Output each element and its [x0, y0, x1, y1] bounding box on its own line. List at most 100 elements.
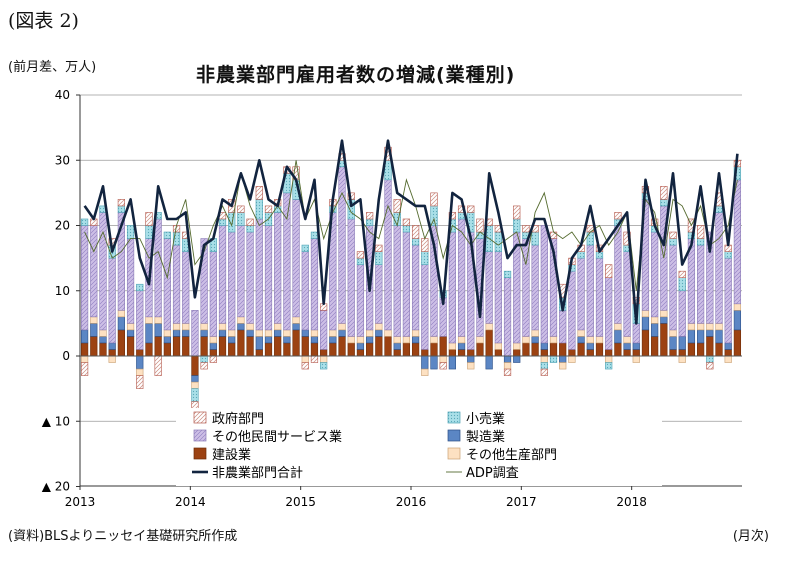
bar-other-goods	[126, 323, 135, 331]
bar-construction	[448, 349, 456, 357]
bar-manufacturing	[237, 323, 245, 331]
y-tick-label: 40	[55, 88, 70, 102]
bar-other-private-services	[356, 264, 365, 337]
bar-retail	[163, 231, 171, 239]
bar-construction	[549, 342, 558, 357]
bar-other-private-services	[246, 231, 254, 324]
bar-other-goods	[154, 316, 162, 324]
bar-other-goods	[172, 323, 181, 331]
bar-construction	[154, 336, 162, 357]
bar-construction	[531, 342, 539, 357]
bar-retail	[430, 205, 438, 226]
bar-construction	[402, 342, 411, 357]
legend-item-other-private-services: その他民間サービス業	[193, 429, 342, 445]
bar-government	[393, 199, 401, 213]
bar-manufacturing	[411, 336, 420, 344]
bar-manufacturing	[191, 375, 199, 383]
bar-other-private-services	[255, 218, 263, 331]
bar-manufacturing	[255, 336, 263, 350]
bar-other-private-services	[80, 225, 89, 331]
bar-manufacturing	[485, 355, 493, 370]
bar-construction	[292, 329, 300, 357]
bar-other-goods	[715, 323, 723, 331]
bar-manufacturing	[651, 323, 659, 337]
bar-government	[706, 362, 714, 370]
bar-construction	[218, 336, 227, 357]
bar-government	[513, 205, 521, 220]
bar-construction	[476, 342, 484, 357]
bar-other-goods	[687, 323, 696, 331]
y-tick-label: ▲ 10	[42, 414, 70, 428]
bar-manufacturing	[678, 336, 686, 350]
bar-construction	[439, 336, 447, 357]
bar-manufacturing	[209, 342, 217, 350]
bar-other-goods	[292, 316, 300, 324]
bar-retail	[80, 218, 89, 226]
bar-other-private-services	[310, 238, 319, 331]
bar-construction	[467, 349, 475, 357]
bar-construction	[632, 349, 640, 357]
bar-other-goods	[356, 336, 365, 344]
bar-other-private-services	[586, 244, 594, 337]
bar-retail	[421, 251, 429, 265]
bar-other-goods	[503, 362, 512, 370]
bar-manufacturing	[687, 329, 696, 344]
bar-retail	[706, 355, 714, 363]
legend-swatch	[447, 429, 461, 442]
bar-other-private-services	[126, 238, 135, 324]
x-tick-label: 2015	[285, 495, 316, 509]
bar-other-private-services	[623, 251, 631, 337]
bar-retail	[577, 251, 585, 259]
bar-other-private-services	[485, 251, 493, 324]
bar-retail	[494, 231, 502, 252]
bar-other-goods	[320, 355, 328, 363]
bar-government	[439, 362, 447, 370]
legend-swatch	[193, 447, 207, 460]
bar-government	[697, 225, 705, 239]
bar-other-goods	[531, 329, 539, 337]
bar-retail	[678, 277, 686, 292]
legend-label: その他生産部門	[466, 447, 557, 463]
bar-government	[136, 375, 144, 389]
bar-manufacturing	[421, 355, 429, 370]
bar-other-goods	[669, 329, 677, 337]
bar-retail	[605, 362, 613, 370]
bar-other-goods	[623, 336, 631, 344]
bar-construction	[338, 336, 346, 357]
bar-other-private-services	[274, 212, 282, 324]
bar-manufacturing	[531, 336, 539, 344]
bar-other-private-services	[651, 231, 659, 318]
bar-manufacturing	[338, 329, 346, 337]
bar-manufacturing	[641, 316, 650, 331]
bar-retail	[669, 238, 677, 246]
bar-construction	[586, 349, 594, 357]
legend-swatch	[447, 447, 461, 460]
bar-manufacturing	[90, 323, 98, 337]
bar-government	[80, 362, 89, 376]
bar-manufacturing	[264, 336, 273, 344]
bar-construction	[99, 342, 107, 357]
bar-other-private-services	[706, 231, 714, 324]
y-tick-label: 30	[55, 153, 70, 167]
bar-government	[605, 264, 613, 278]
bar-other-goods	[384, 329, 392, 337]
bar-retail	[126, 225, 135, 239]
bar-retail	[724, 251, 732, 259]
bar-manufacturing	[632, 342, 640, 350]
bar-other-private-services	[678, 290, 686, 337]
bar-government	[421, 238, 429, 252]
bar-other-private-services	[136, 290, 144, 350]
bar-other-private-services	[375, 264, 383, 324]
bar-other-goods	[80, 355, 89, 363]
legend-label: 小売業	[466, 411, 505, 427]
bar-other-private-services	[283, 192, 291, 331]
bar-construction	[577, 342, 585, 357]
bar-other-goods	[218, 323, 227, 331]
bar-other-private-services	[595, 257, 604, 337]
legend-swatch	[193, 411, 207, 424]
bar-other-goods	[237, 316, 245, 324]
bar-manufacturing	[246, 329, 254, 337]
bar-government	[586, 225, 594, 233]
bar-other-private-services	[90, 225, 98, 318]
bar-retail	[715, 205, 723, 213]
